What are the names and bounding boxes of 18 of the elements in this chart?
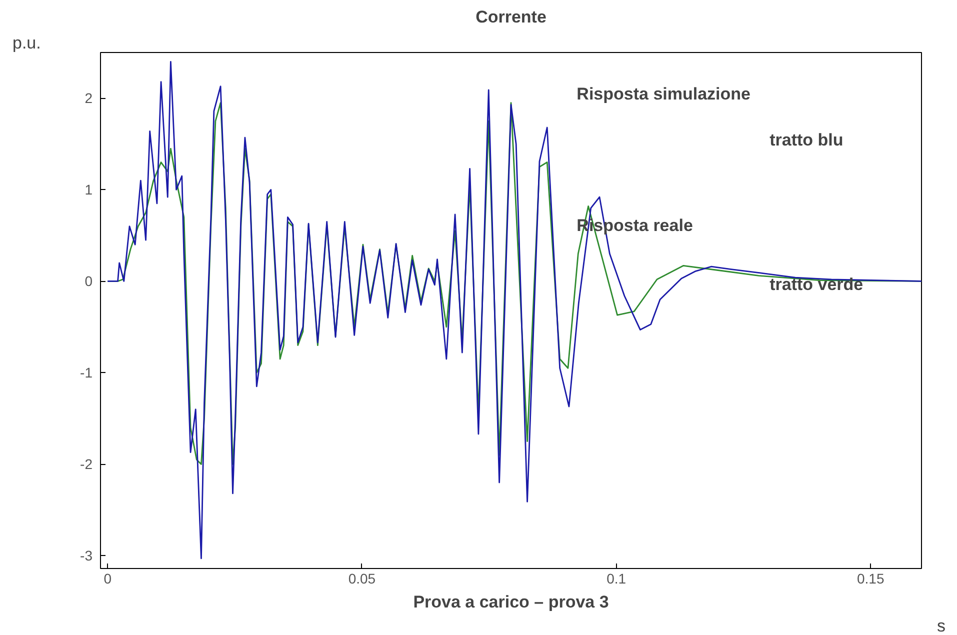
annotation: Risposta simulazione (576, 84, 751, 104)
y-tick-label: -3 (80, 548, 93, 564)
y-tick-label: -2 (80, 456, 93, 472)
x-tick-label: 0.1 (606, 570, 626, 586)
y-tick-label: 0 (84, 273, 93, 290)
x-tick-label: 0 (104, 570, 112, 586)
y-tick-label: -1 (80, 364, 93, 381)
y-tick-label: 2 (84, 90, 93, 106)
line-series (106, 60, 922, 560)
text: s (937, 616, 946, 635)
chart-title: Corrente (476, 8, 546, 26)
y-tick-label: 1 (84, 182, 93, 198)
y-axis-title: p.u. (12, 34, 41, 52)
x-axis-title: Prova a carico – prova 3 (413, 592, 609, 612)
annotation: tratto blu (770, 130, 844, 150)
x-tick-label: 0.05 (348, 570, 376, 586)
annotation: tratto verde (770, 275, 864, 294)
x-tick-label: 0.15 (857, 570, 884, 586)
